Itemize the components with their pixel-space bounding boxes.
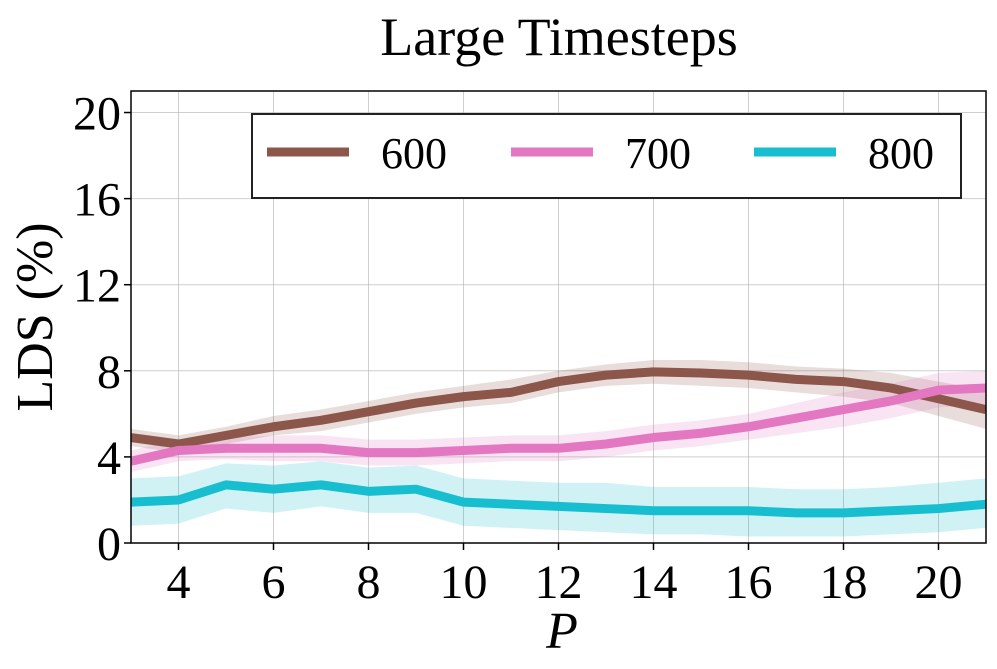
x-tick-label: 20 [915,556,963,609]
line-series-700 [131,383,986,466]
line-series-600 [131,367,986,449]
x-tick-label: 18 [820,556,868,609]
y-tick-label: 12 [73,260,121,313]
x-tick-label: 10 [440,556,488,609]
x-tick-label: 16 [725,556,773,609]
y-tick-label: 0 [97,518,121,571]
series-lines [131,367,986,518]
band-series-600 [131,360,986,453]
legend-label-800: 800 [868,129,934,178]
x-tick-label: 8 [357,556,381,609]
y-tick-label: 16 [73,174,121,227]
band-series-800 [131,461,986,537]
y-tick-label: 20 [73,88,121,141]
legend-label-600: 600 [381,129,447,178]
legend-label-700: 700 [625,129,691,178]
x-axis-ticks: 4 6 8 10 12 14 16 18 20 [167,543,963,609]
legend: 600 700 800 [251,113,962,199]
y-tick-label: 4 [97,432,121,485]
x-tick-label: 14 [630,556,678,609]
y-axis-ticks: 0 4 8 12 16 20 [73,88,131,571]
line-series-800 [131,480,986,518]
legend-box [251,113,962,199]
x-axis-label: P [545,603,578,660]
x-tick-label: 12 [535,556,583,609]
y-axis-label: LDS (%) [7,222,64,411]
x-tick-label: 4 [167,556,191,609]
x-tick-label: 6 [262,556,286,609]
chart-title: Large Timesteps [380,7,738,67]
y-tick-label: 8 [97,346,121,399]
